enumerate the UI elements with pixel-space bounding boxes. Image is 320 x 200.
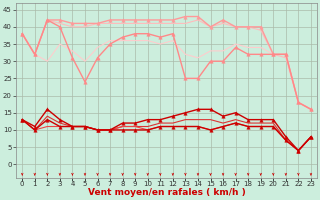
X-axis label: Vent moyen/en rafales ( km/h ): Vent moyen/en rafales ( km/h ) — [88, 188, 245, 197]
